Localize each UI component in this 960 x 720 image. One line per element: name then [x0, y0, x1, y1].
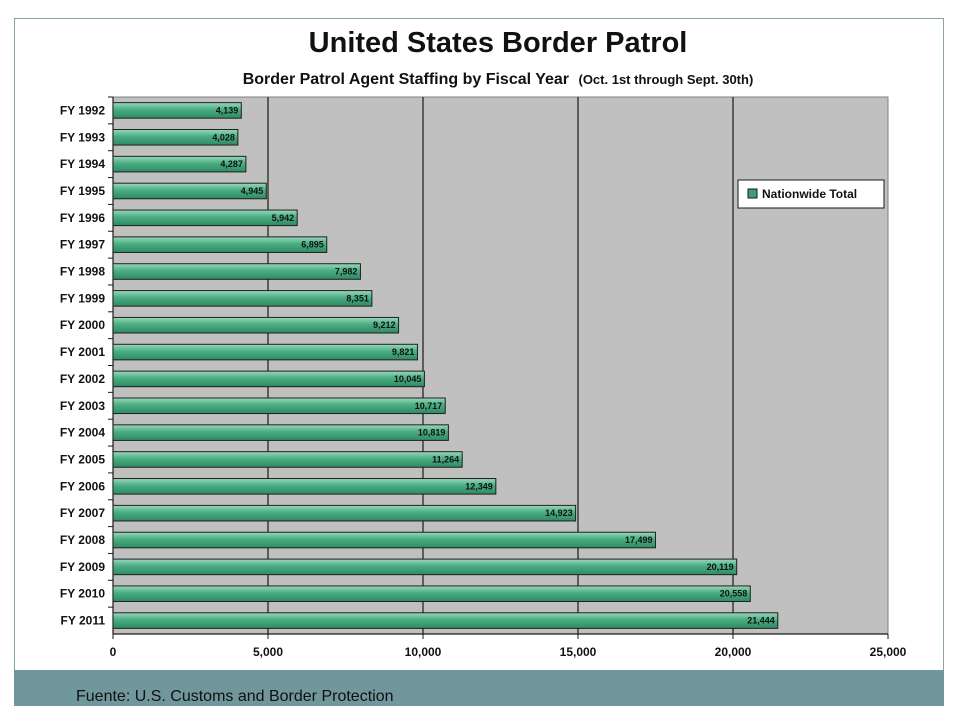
- bar-value-label: 12,349: [465, 481, 493, 491]
- bar-value-label: 4,287: [220, 159, 243, 169]
- y-category-label: FY 1996: [60, 211, 105, 225]
- bar-value-label: 7,982: [335, 267, 358, 277]
- y-category-label: FY 2010: [60, 587, 105, 601]
- legend-label: Nationwide Total: [762, 187, 857, 201]
- bar: [112, 155, 247, 173]
- bar: [112, 451, 463, 468]
- y-category-label: FY 2011: [61, 614, 106, 628]
- chart-subtitle: Border Patrol Agent Staffing by Fiscal Y…: [243, 71, 569, 88]
- bar-value-label: 20,558: [720, 589, 748, 599]
- y-category-label: FY 2002: [60, 372, 105, 386]
- bar: [112, 290, 373, 307]
- bar: [112, 478, 497, 495]
- x-tick-label: 20,000: [715, 645, 752, 659]
- bar-value-label: 11,264: [432, 454, 459, 464]
- bar: [112, 397, 446, 415]
- chart-subtitle-note: (Oct. 1st through Sept. 30th): [578, 72, 753, 87]
- legend-swatch: [747, 188, 758, 199]
- bar: [112, 128, 239, 146]
- bar-value-label: 14,923: [545, 508, 573, 518]
- bar-value-label: 9,821: [392, 347, 415, 357]
- bar: [112, 209, 298, 227]
- legend-box: [737, 179, 885, 209]
- source-note: Fuente: U.S. Customs and Border Protecti…: [76, 688, 394, 705]
- y-category-label: FY 2003: [60, 399, 105, 413]
- y-category-label: FY 1998: [60, 265, 105, 279]
- bar: [112, 370, 425, 388]
- bar: [112, 343, 418, 361]
- bar: [112, 558, 738, 576]
- y-category-label: FY 1994: [60, 157, 105, 171]
- x-tick-label: 15,000: [560, 645, 597, 659]
- bar: [112, 263, 361, 280]
- y-category-label: FY 2000: [60, 318, 105, 332]
- bar-value-label: 5,942: [272, 213, 295, 223]
- chart-subtitle-group: Border Patrol Agent Staffing by Fiscal Y…: [243, 71, 754, 88]
- bar-value-label: 4,945: [241, 186, 264, 196]
- bar: [112, 504, 577, 522]
- y-category-label: FY 2004: [60, 426, 105, 440]
- bar-value-label: 10,045: [394, 374, 422, 384]
- x-tick-label: 25,000: [870, 645, 907, 659]
- bar: [112, 585, 751, 603]
- bar-value-label: 20,119: [707, 562, 734, 572]
- plot-background: [112, 96, 889, 635]
- bar: [112, 612, 779, 629]
- bar: [112, 531, 656, 549]
- bar-value-label: 8,351: [346, 293, 369, 303]
- bar: [112, 236, 328, 253]
- bar: [112, 424, 449, 441]
- chart-title: United States Border Patrol: [309, 27, 688, 59]
- y-category-label: FY 2007: [60, 506, 105, 520]
- y-category-label: FY 1999: [60, 291, 105, 305]
- y-category-label: FY 1997: [60, 238, 105, 252]
- footer-band: [14, 670, 944, 706]
- bar-value-label: 17,499: [625, 535, 653, 545]
- x-tick-label: 5,000: [253, 645, 283, 659]
- bar: [112, 182, 267, 200]
- bar: [112, 316, 400, 334]
- x-tick-label: 10,000: [405, 645, 442, 659]
- bar-value-label: 6,895: [301, 240, 324, 250]
- y-category-label: FY 2005: [60, 452, 105, 466]
- y-category-label: FY 2001: [60, 345, 105, 359]
- bar-value-label: 10,819: [418, 428, 446, 438]
- y-category-label: FY 1995: [60, 184, 105, 198]
- bar: [112, 102, 242, 119]
- x-tick-label: 0: [110, 645, 117, 659]
- bar-value-label: 4,028: [212, 132, 235, 142]
- bar-value-label: 21,444: [747, 616, 775, 626]
- y-category-label: FY 1992: [60, 103, 105, 117]
- bar-value-label: 4,139: [216, 105, 239, 115]
- y-category-label: FY 1993: [60, 130, 105, 144]
- plot-area: 0 5,000 10,000 15,000 20,000 25,000 FY 1992 4,1…: [60, 96, 907, 659]
- y-category-label: FY 2009: [60, 560, 105, 574]
- y-category-label: FY 2008: [60, 533, 105, 547]
- y-category-label: FY 2006: [60, 479, 105, 493]
- bar-value-label: 10,717: [415, 401, 443, 411]
- bar-value-label: 9,212: [373, 320, 396, 330]
